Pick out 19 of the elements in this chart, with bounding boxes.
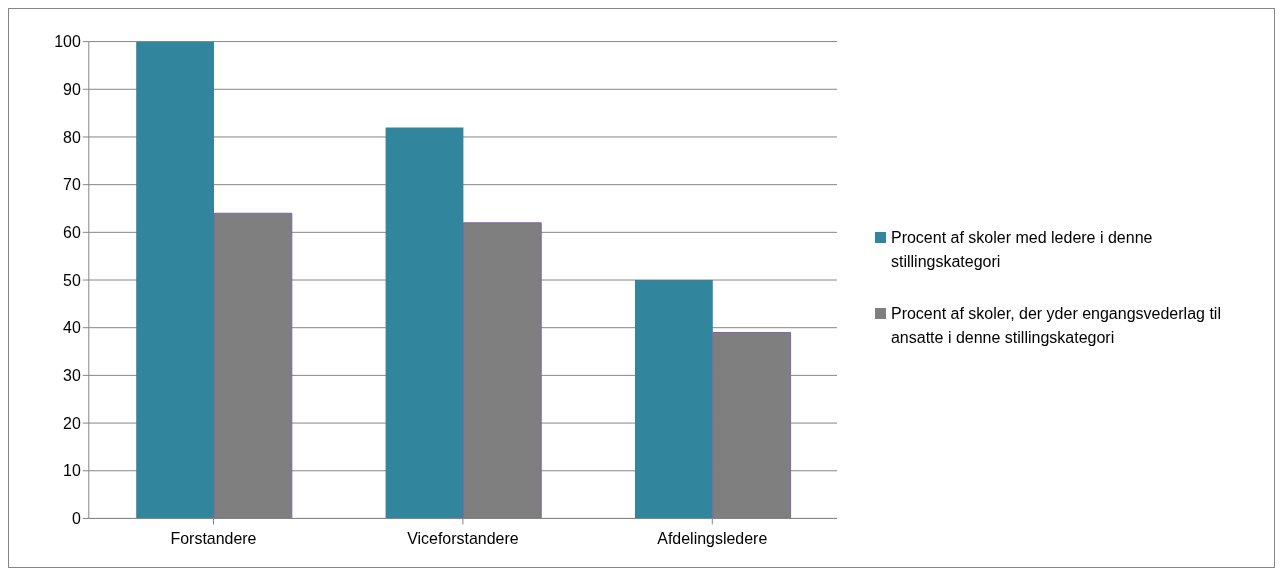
y-tick-label: 70 [63, 176, 81, 194]
y-tick-label: 80 [63, 128, 81, 146]
y-tick-label: 0 [71, 510, 81, 528]
y-tick-label: 100 [54, 33, 81, 51]
bar [136, 41, 214, 519]
bar [634, 280, 713, 519]
x-tick-label: Forstandere [170, 529, 257, 547]
bar [385, 127, 464, 519]
y-tick-label: 40 [63, 319, 81, 337]
y-tick-label: 90 [63, 80, 81, 98]
x-tick-label: Afdelingsledere [657, 529, 768, 547]
legend-label: Procent af skoler, der yder engangsvederlag til ansatte i denne stillingskategori [890, 304, 1222, 348]
y-tick-label: 20 [63, 414, 81, 432]
y-tick-label: 10 [63, 462, 81, 480]
x-tick-label: Viceforstandere [407, 529, 519, 547]
y-tick-label: 50 [63, 271, 81, 289]
y-tick-label: 60 [63, 224, 81, 241]
y-tick-label: 30 [63, 367, 81, 385]
legend-label: Procent af skoler med ledere i denne stillingskategori [890, 228, 1154, 272]
